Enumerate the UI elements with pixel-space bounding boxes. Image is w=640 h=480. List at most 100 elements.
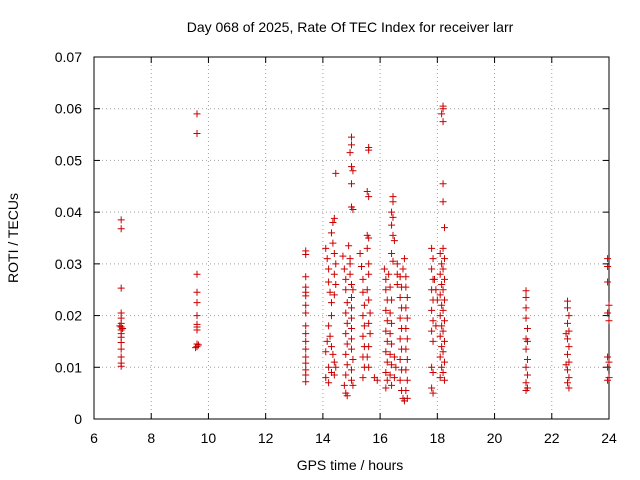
data-point — [348, 281, 355, 289]
data-point — [432, 286, 440, 294]
data-point — [438, 110, 446, 118]
data-point — [329, 239, 337, 247]
data-point — [325, 322, 333, 330]
data-point — [605, 301, 613, 309]
data-point — [388, 381, 396, 389]
data-point — [562, 361, 570, 369]
data-point — [193, 288, 201, 296]
data-point — [383, 317, 391, 325]
data-point — [382, 368, 390, 376]
data-point — [302, 301, 310, 309]
x-tick-label: 16 — [372, 430, 388, 446]
data-point — [402, 345, 410, 353]
data-point — [325, 363, 333, 371]
data-point — [366, 330, 374, 338]
data-point — [604, 353, 612, 361]
data-point — [360, 301, 368, 309]
data-point — [327, 312, 335, 320]
data-point — [523, 356, 531, 364]
x-tick-label: 14 — [315, 430, 331, 446]
data-point — [522, 314, 530, 322]
data-point — [522, 304, 530, 312]
data-point — [429, 389, 437, 397]
data-point — [343, 361, 351, 369]
data-point — [325, 265, 333, 273]
data-point — [388, 250, 396, 258]
data-point — [396, 356, 404, 364]
data-point — [604, 309, 612, 317]
data-point — [522, 287, 530, 295]
data-point — [386, 330, 394, 338]
data-point — [430, 275, 438, 283]
data-point — [393, 270, 401, 278]
x-tick-label: 8 — [147, 430, 155, 446]
data-point — [382, 384, 390, 392]
data-point — [348, 376, 355, 384]
data-point — [302, 251, 310, 259]
data-point — [565, 374, 573, 382]
x-tick-label: 12 — [258, 430, 274, 446]
data-point — [439, 306, 447, 314]
data-point — [302, 292, 310, 300]
data-point — [343, 299, 351, 307]
data-point — [402, 304, 410, 312]
data-point — [388, 319, 396, 327]
data-point — [117, 362, 125, 370]
data-point — [388, 296, 396, 304]
data-point — [400, 255, 408, 263]
data-point — [440, 275, 448, 283]
data-point — [383, 358, 391, 366]
data-point — [388, 340, 396, 348]
x-tick-label: 24 — [601, 430, 617, 446]
data-point — [390, 353, 398, 361]
data-point — [330, 250, 338, 258]
data-point — [119, 325, 127, 332]
data-point — [383, 376, 391, 384]
data-point — [604, 255, 612, 263]
data-point — [438, 281, 446, 289]
data-point — [302, 273, 310, 281]
data-point — [564, 319, 572, 327]
data-point — [348, 141, 355, 149]
data-point — [382, 306, 390, 314]
data-point — [330, 371, 338, 379]
data-point — [604, 376, 612, 384]
data-point — [363, 187, 371, 195]
data-point — [348, 133, 355, 141]
data-point — [439, 348, 447, 356]
data-point — [386, 309, 394, 317]
data-point — [523, 325, 531, 332]
data-point — [302, 371, 310, 379]
data-point — [327, 343, 335, 351]
data-point — [403, 394, 411, 402]
data-point — [359, 332, 367, 340]
data-point — [382, 327, 390, 335]
data-point — [564, 297, 572, 305]
y-tick-label: 0.06 — [55, 101, 82, 117]
chart-title: Day 068 of 2025, Rate Of TEC Index for r… — [187, 19, 514, 35]
data-point — [360, 322, 368, 330]
data-point — [365, 363, 373, 371]
data-point — [343, 392, 351, 400]
data-point — [428, 306, 436, 314]
data-point — [433, 296, 441, 304]
data-point — [429, 255, 437, 263]
data-point — [343, 340, 351, 348]
data-point — [438, 322, 446, 330]
data-point — [399, 265, 407, 273]
data-point — [438, 301, 446, 309]
data-point — [302, 359, 310, 367]
data-point — [302, 345, 310, 353]
data-point — [359, 374, 367, 382]
data-point — [438, 363, 446, 371]
data-point — [330, 270, 338, 278]
data-point — [604, 278, 612, 286]
data-point — [327, 299, 335, 307]
data-point — [402, 283, 410, 291]
data-point — [396, 376, 404, 384]
data-point — [322, 244, 330, 252]
data-point — [428, 265, 436, 273]
data-point — [439, 118, 447, 126]
data-point — [117, 353, 125, 361]
